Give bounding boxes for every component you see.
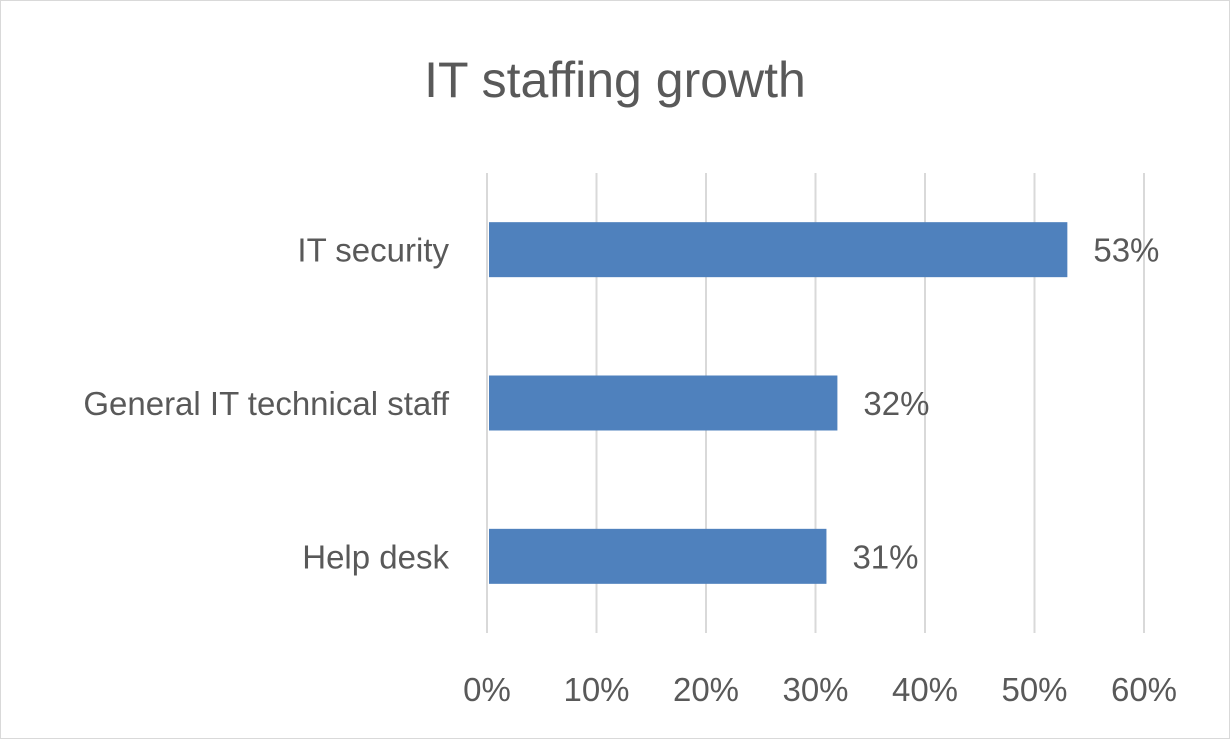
- bar-0: [489, 222, 1068, 278]
- data-label: 31%: [852, 538, 918, 575]
- x-tick-label: 20%: [673, 671, 739, 708]
- chart-title: IT staffing growth: [424, 52, 806, 108]
- x-tick-label: 0%: [463, 671, 511, 708]
- category-label: General IT technical staff: [83, 385, 449, 422]
- x-tick-label: 40%: [892, 671, 958, 708]
- bar-2: [489, 528, 827, 584]
- data-label: 32%: [863, 385, 929, 422]
- x-tick-label: 60%: [1111, 671, 1177, 708]
- labels: 0% 10% 20% 30% 40% 50% 60% IT security 53% Genera…: [83, 232, 1177, 708]
- x-tick-label: 10%: [563, 671, 629, 708]
- bar-1: [489, 375, 838, 431]
- bars: [489, 222, 1068, 584]
- category-label: Help desk: [302, 538, 449, 575]
- category-label: IT security: [297, 232, 449, 269]
- x-tick-label: 30%: [782, 671, 848, 708]
- data-label: 53%: [1093, 232, 1159, 269]
- x-tick-label: 50%: [1001, 671, 1067, 708]
